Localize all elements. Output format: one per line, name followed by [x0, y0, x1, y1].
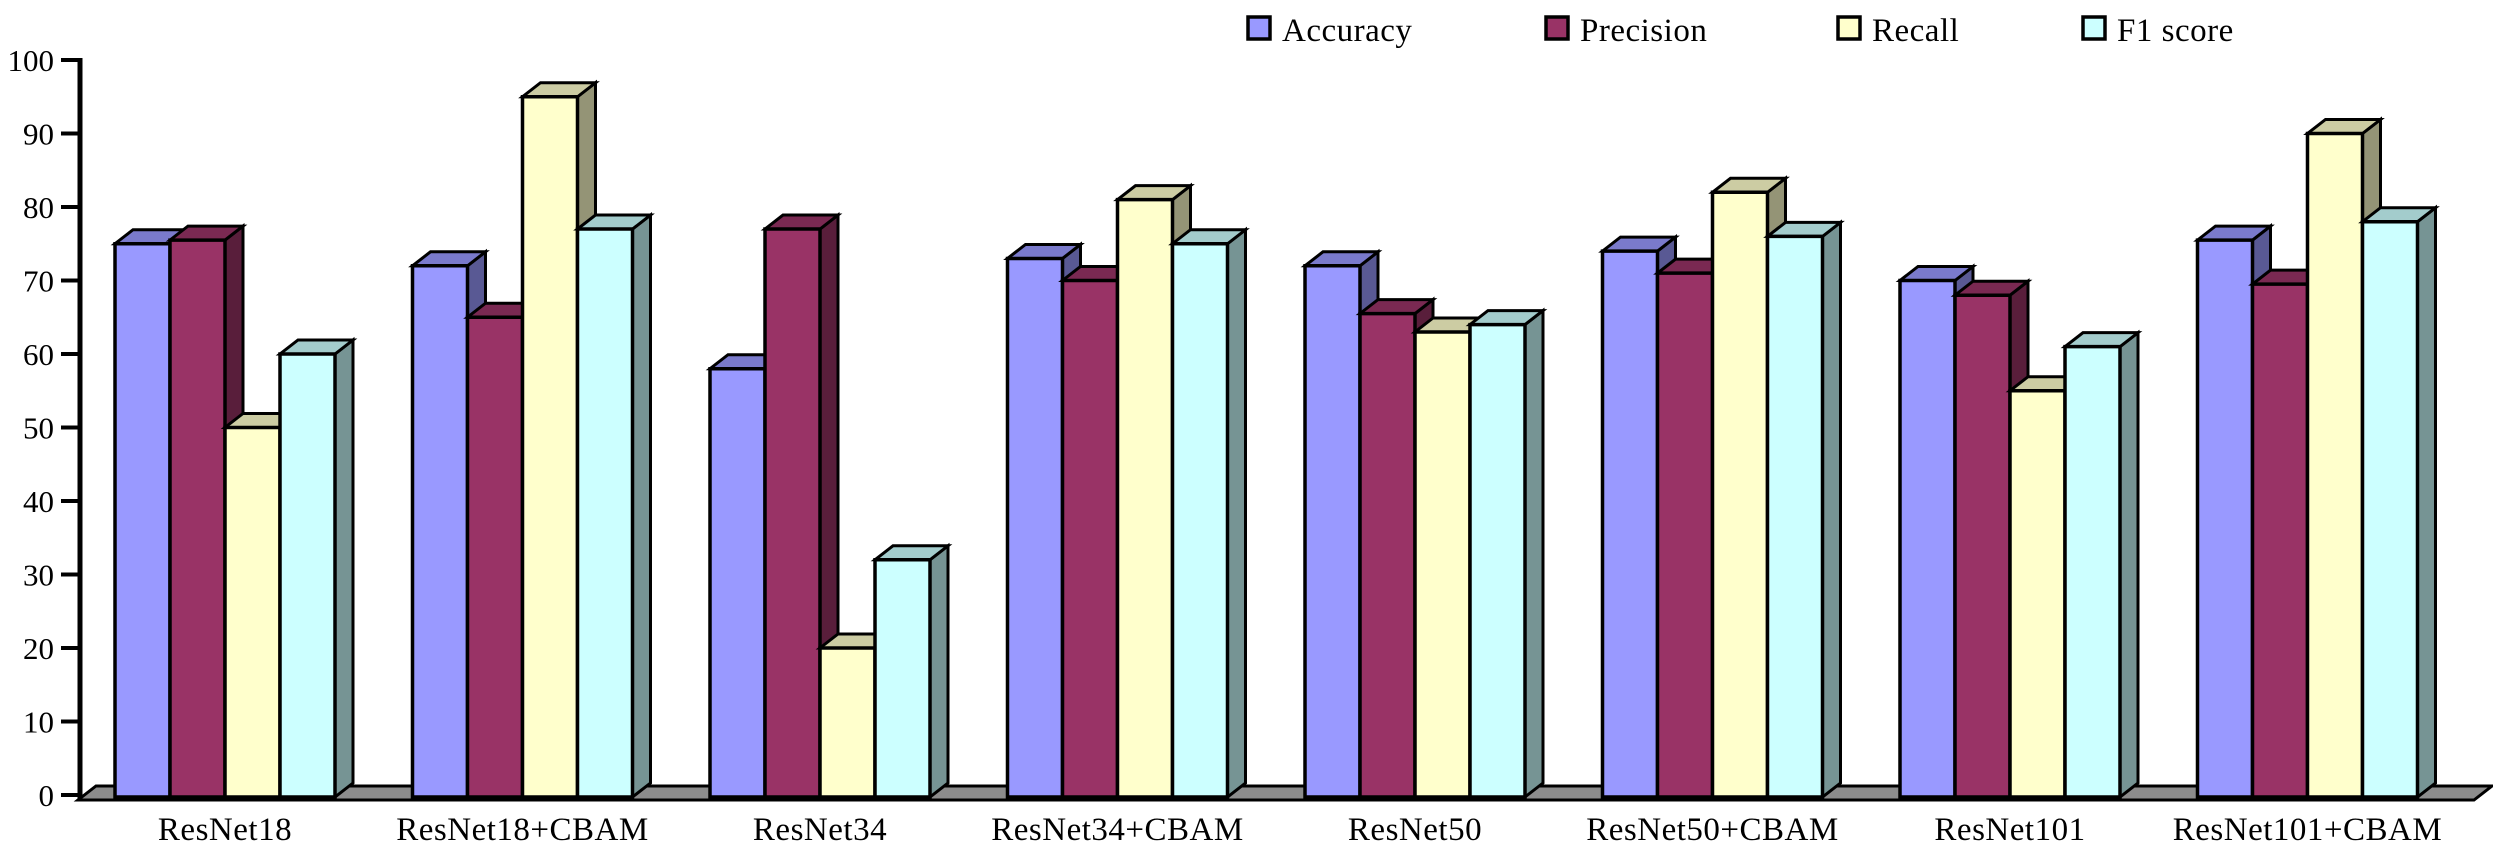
bar-front-face: [2250, 282, 2310, 799]
bar-front-face: [1115, 197, 1175, 799]
bar-front-face: [410, 264, 470, 799]
bar-F1-score-ResNet101: [2060, 329, 2143, 801]
x-category-label: ResNet34+CBAM: [991, 812, 1243, 848]
bar-side-face: [1821, 219, 1842, 801]
bar-front-face: [708, 366, 767, 799]
x-category-label: ResNet18: [158, 812, 292, 848]
x-category-label: ResNet50: [1348, 812, 1482, 848]
bar-F1-score-ResNet50-CBAM: [1763, 219, 1845, 801]
bar-front-face: [1898, 278, 1957, 799]
x-category-label: ResNet101+CBAM: [2173, 812, 2442, 848]
bar-F1-score-ResNet50: [1465, 307, 1548, 801]
chart-floor: [73, 784, 2493, 802]
x-category-label: ResNet18+CBAM: [396, 812, 648, 848]
bar-front-face: [1358, 311, 1417, 799]
y-tick-label: 40: [23, 484, 54, 519]
x-category-label: ResNet101: [1934, 812, 2085, 848]
bar-front-face: [2360, 219, 2420, 799]
bar-side-face: [1226, 226, 1247, 801]
legend-label: Recall: [1872, 13, 1959, 49]
bar-front-face: [1765, 234, 1825, 799]
bar-front-face: [2195, 238, 2255, 799]
bar-F1-score-ResNet34: [870, 542, 953, 801]
bar-side-face: [333, 336, 355, 801]
bar-F1-score-ResNet18: [275, 336, 358, 801]
y-tick-label: 20: [23, 631, 54, 666]
bar-front-face: [1060, 278, 1120, 799]
bar-front-face: [1005, 256, 1065, 799]
bar-front-face: [278, 352, 337, 799]
bar-front-face: [575, 227, 635, 799]
y-tick-label: 90: [23, 117, 54, 152]
bar-side-face: [2416, 204, 2437, 801]
bar-side-face: [2118, 329, 2140, 801]
legend-label: F1 score: [2117, 13, 2234, 49]
bar-front-face: [1170, 242, 1230, 799]
y-tick-label: 80: [23, 190, 54, 225]
bar-F1-score-ResNet101-CBAM: [2358, 204, 2440, 801]
bar-side-face: [1523, 307, 1545, 801]
bar-front-face: [1468, 322, 1527, 799]
bar-front-face: [465, 315, 525, 799]
bar-front-face: [1600, 249, 1660, 799]
bar-front-face: [1413, 330, 1472, 799]
bar-front-face: [763, 227, 822, 799]
bar-front-face: [2305, 131, 2365, 799]
bar-front-face: [1655, 271, 1715, 799]
bar-F1-score-ResNet34-CBAM: [1168, 226, 1250, 801]
y-tick-label: 60: [23, 337, 54, 372]
bar-side-face: [928, 542, 950, 801]
legend-swatch-F1-score: [2081, 15, 2107, 41]
bar-front-face: [113, 242, 172, 799]
y-tick-label: 50: [23, 411, 54, 446]
bar-front-face: [873, 558, 932, 799]
bar-front-face: [2008, 389, 2067, 799]
legend-swatch-Recall: [1836, 15, 1862, 41]
bar-front-face: [223, 425, 282, 799]
bar-front-face: [168, 238, 227, 799]
bar-F1-score-ResNet18-CBAM: [573, 211, 655, 801]
legend-label: Precision: [1580, 13, 1707, 49]
y-tick-label: 100: [8, 43, 55, 78]
y-tick-label: 30: [23, 558, 54, 593]
legend-label: Accuracy: [1282, 13, 1412, 49]
bar-front-face: [818, 646, 877, 799]
bar-side-face: [631, 211, 652, 801]
bar-front-face: [520, 95, 580, 799]
y-tick-label: 10: [23, 705, 54, 740]
x-category-label: ResNet34: [753, 812, 887, 848]
x-category-label: ResNet50+CBAM: [1586, 812, 1838, 848]
y-tick-label: 70: [23, 264, 54, 299]
legend-swatch-Accuracy: [1246, 15, 1272, 41]
bar-front-face: [1710, 190, 1770, 799]
y-tick-label: 0: [39, 778, 55, 813]
bar-front-face: [1953, 293, 2012, 799]
legend-swatch-Precision: [1544, 15, 1570, 41]
bar-front-face: [1303, 264, 1362, 799]
bar-front-face: [2063, 344, 2122, 799]
